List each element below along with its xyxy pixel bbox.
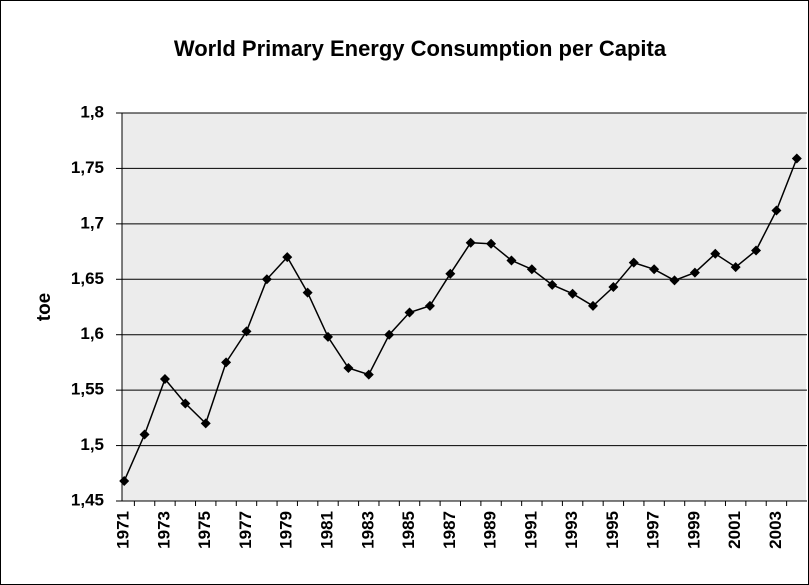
- point-marker: [404, 307, 415, 318]
- point-marker: [261, 274, 272, 285]
- y-tick-label: 1,8: [80, 102, 104, 121]
- point-marker: [547, 279, 558, 290]
- point-marker: [526, 264, 537, 275]
- x-tick-label: 1999: [684, 511, 703, 549]
- point-marker: [771, 205, 782, 216]
- point-marker: [384, 329, 395, 340]
- x-tick-label: 1977: [236, 511, 255, 549]
- y-tick-label: 1,5: [80, 435, 104, 454]
- x-tick-label: 1971: [114, 511, 133, 549]
- x-tick-label: 1981: [317, 511, 336, 549]
- x-tick-label: 1995: [603, 511, 622, 549]
- point-marker: [323, 331, 334, 342]
- x-tick-label: 2001: [725, 511, 744, 549]
- point-marker: [363, 369, 374, 380]
- point-marker: [649, 264, 660, 275]
- point-marker: [587, 300, 598, 311]
- point-marker: [506, 255, 517, 266]
- x-tick-label: 1985: [399, 511, 418, 549]
- series-line: [123, 158, 798, 482]
- point-marker: [730, 262, 741, 273]
- x-tick-label: 2003: [766, 511, 785, 549]
- x-tick-label: 1983: [358, 511, 377, 549]
- point-marker: [669, 275, 680, 286]
- point-marker: [241, 326, 252, 337]
- y-tick-label: 1,75: [71, 158, 104, 177]
- point-marker: [180, 398, 191, 409]
- point-marker: [119, 476, 130, 487]
- point-marker: [221, 357, 232, 368]
- point-marker: [628, 257, 639, 268]
- y-tick-label: 1,45: [71, 490, 104, 509]
- chart-title: World Primary Energy Consumption per Cap…: [174, 36, 667, 61]
- x-tick-label: 1989: [481, 511, 500, 549]
- y-tick-label: 1,65: [71, 269, 104, 288]
- point-marker: [791, 153, 802, 164]
- x-tick-label: 1997: [644, 511, 663, 549]
- x-tick-label: 1987: [440, 511, 459, 549]
- y-tick-label: 1,7: [80, 213, 104, 232]
- x-tick-label: 1975: [195, 511, 214, 549]
- y-axis-label: toe: [34, 293, 55, 322]
- x-tick-label: 1979: [277, 511, 296, 549]
- point-marker: [343, 362, 354, 373]
- point-marker: [689, 267, 700, 278]
- point-marker: [465, 237, 476, 248]
- point-marker: [710, 248, 721, 259]
- plot-area: [122, 113, 806, 501]
- x-tick-label: 1973: [154, 511, 173, 549]
- point-marker: [200, 418, 211, 429]
- point-marker: [139, 429, 150, 440]
- point-marker: [302, 287, 313, 298]
- point-marker: [424, 300, 435, 311]
- y-tick-label: 1,6: [80, 324, 104, 343]
- point-marker: [751, 245, 762, 256]
- point-marker: [159, 374, 170, 385]
- x-tick-label: 1993: [562, 511, 581, 549]
- point-marker: [486, 238, 497, 249]
- point-marker: [608, 282, 619, 293]
- point-marker: [282, 252, 293, 263]
- point-marker: [567, 288, 578, 299]
- y-tick-label: 1,55: [71, 380, 104, 399]
- x-tick-label: 1991: [521, 511, 540, 549]
- point-marker: [445, 268, 456, 279]
